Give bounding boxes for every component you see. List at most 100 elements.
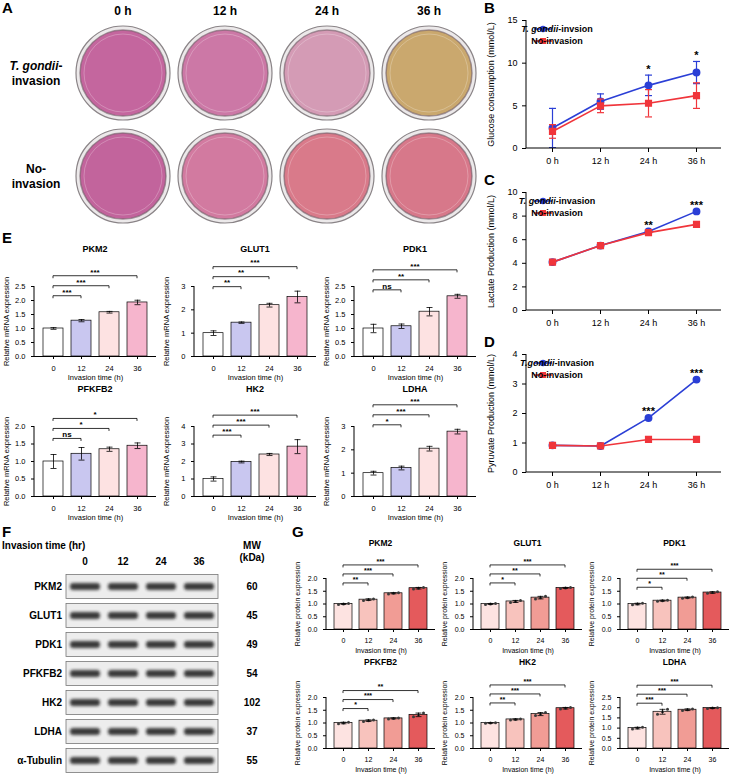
svg-text:24: 24 (265, 504, 273, 513)
svg-text:0.5: 0.5 (602, 735, 612, 742)
svg-text:***: *** (410, 262, 420, 271)
svg-text:4: 4 (512, 349, 517, 359)
svg-text:T.gondii-invasion: T.gondii-invasion (520, 358, 594, 368)
svg-text:2: 2 (181, 457, 185, 466)
svg-text:12: 12 (512, 756, 520, 763)
svg-text:0: 0 (489, 637, 493, 644)
svg-text:***: *** (645, 696, 653, 703)
svg-text:Invasion time (h): Invasion time (h) (355, 766, 407, 774)
svg-text:Relative mRNA expression: Relative mRNA expression (322, 277, 331, 366)
svg-text:***: *** (364, 692, 372, 699)
svg-text:Invasion time (h): Invasion time (h) (388, 373, 444, 382)
svg-text:24 h: 24 h (315, 4, 339, 18)
svg-text:3: 3 (181, 282, 185, 291)
svg-text:LDHA: LDHA (403, 384, 428, 394)
svg-text:2.0: 2.0 (335, 296, 345, 305)
svg-text:***: *** (690, 199, 704, 211)
svg-text:2: 2 (341, 445, 345, 454)
svg-text:***: *** (76, 278, 86, 287)
svg-text:24: 24 (537, 637, 545, 644)
svg-text:0: 0 (51, 364, 55, 373)
svg-text:PKM2: PKM2 (82, 244, 107, 254)
svg-text:36 h: 36 h (688, 480, 706, 490)
svg-text:T. gondii-invsion: T. gondii-invsion (521, 24, 592, 34)
svg-text:***: *** (90, 268, 100, 277)
svg-text:0: 0 (342, 756, 346, 763)
svg-text:Invasion time (h): Invasion time (h) (502, 647, 554, 655)
svg-text:2.0: 2.0 (602, 575, 612, 582)
svg-text:12: 12 (659, 637, 667, 644)
svg-text:Invasion time (hr): Invasion time (hr) (2, 540, 85, 551)
svg-text:***: *** (670, 678, 678, 685)
svg-text:2.5: 2.5 (602, 694, 612, 701)
svg-text:36 h: 36 h (417, 4, 441, 18)
svg-text:No-: No- (26, 162, 46, 176)
svg-text:ns: ns (62, 430, 72, 439)
svg-text:T. gondii-invasion: T. gondii-invasion (519, 196, 595, 206)
svg-text:37: 37 (246, 726, 258, 737)
svg-text:1.0: 1.0 (335, 324, 345, 333)
svg-text:8: 8 (512, 211, 517, 221)
svg-text:24: 24 (537, 756, 545, 763)
svg-text:**: ** (644, 219, 653, 231)
svg-text:0.5: 0.5 (308, 732, 318, 739)
svg-text:0.0: 0.0 (308, 745, 318, 752)
svg-text:2.0: 2.0 (602, 704, 612, 711)
svg-text:Relative mRNA expression: Relative mRNA expression (2, 277, 11, 366)
svg-text:36: 36 (193, 556, 205, 567)
svg-text:3: 3 (341, 422, 345, 431)
svg-text:0.5: 0.5 (455, 732, 465, 739)
svg-text:1: 1 (181, 474, 185, 483)
svg-text:2.0: 2.0 (455, 694, 465, 701)
svg-text:Relative mRNA expression: Relative mRNA expression (322, 417, 331, 506)
svg-text:49: 49 (246, 639, 258, 650)
svg-text:MW: MW (243, 540, 261, 551)
svg-text:Relative mRNA expression: Relative mRNA expression (2, 417, 11, 506)
svg-text:1.5: 1.5 (455, 706, 465, 713)
svg-text:ns: ns (382, 282, 392, 291)
svg-text:36: 36 (293, 364, 301, 373)
svg-text:HK2: HK2 (42, 697, 62, 708)
svg-text:0: 0 (636, 637, 640, 644)
svg-text:24: 24 (425, 504, 433, 513)
svg-text:Relative protein expression: Relative protein expression (588, 562, 596, 647)
svg-text:1: 1 (181, 329, 185, 338)
svg-text:***: *** (250, 407, 260, 416)
svg-text:Relative mRNA expression: Relative mRNA expression (162, 277, 171, 366)
svg-text:24 h: 24 h (640, 318, 658, 328)
svg-text:36: 36 (133, 364, 141, 373)
svg-text:***: *** (670, 562, 678, 569)
svg-text:0: 0 (341, 492, 345, 501)
svg-text:1.0: 1.0 (602, 600, 612, 607)
svg-text:12: 12 (237, 504, 245, 513)
svg-text:**: ** (378, 683, 384, 690)
svg-text:2.5: 2.5 (335, 282, 345, 291)
svg-text:0: 0 (371, 504, 375, 513)
svg-text:0: 0 (211, 364, 215, 373)
svg-text:Relative protein expression: Relative protein expression (441, 562, 449, 647)
svg-text:0: 0 (512, 143, 517, 153)
svg-text:0: 0 (82, 556, 88, 567)
svg-text:**: ** (512, 567, 518, 574)
svg-text:24: 24 (390, 637, 398, 644)
svg-text:36: 36 (562, 637, 570, 644)
svg-text:3: 3 (512, 379, 517, 389)
svg-text:15: 15 (507, 15, 517, 25)
svg-text:3: 3 (181, 439, 185, 448)
svg-text:Invasion time (h): Invasion time (h) (68, 373, 124, 382)
svg-text:24 h: 24 h (640, 480, 658, 490)
svg-text:0: 0 (51, 504, 55, 513)
svg-text:***: *** (364, 567, 372, 574)
svg-text:36: 36 (709, 637, 717, 644)
svg-text:invasion: invasion (12, 74, 61, 88)
svg-text:1.5: 1.5 (455, 587, 465, 594)
svg-text:1.5: 1.5 (602, 714, 612, 721)
svg-text:6: 6 (512, 235, 517, 245)
svg-text:2: 2 (512, 282, 517, 292)
svg-text:36: 36 (562, 756, 570, 763)
svg-text:*: * (648, 580, 651, 587)
svg-text:*: * (385, 417, 389, 426)
svg-text:4: 4 (181, 422, 185, 431)
svg-text:0 h: 0 h (114, 4, 131, 18)
svg-text:PDK1: PDK1 (35, 639, 62, 650)
